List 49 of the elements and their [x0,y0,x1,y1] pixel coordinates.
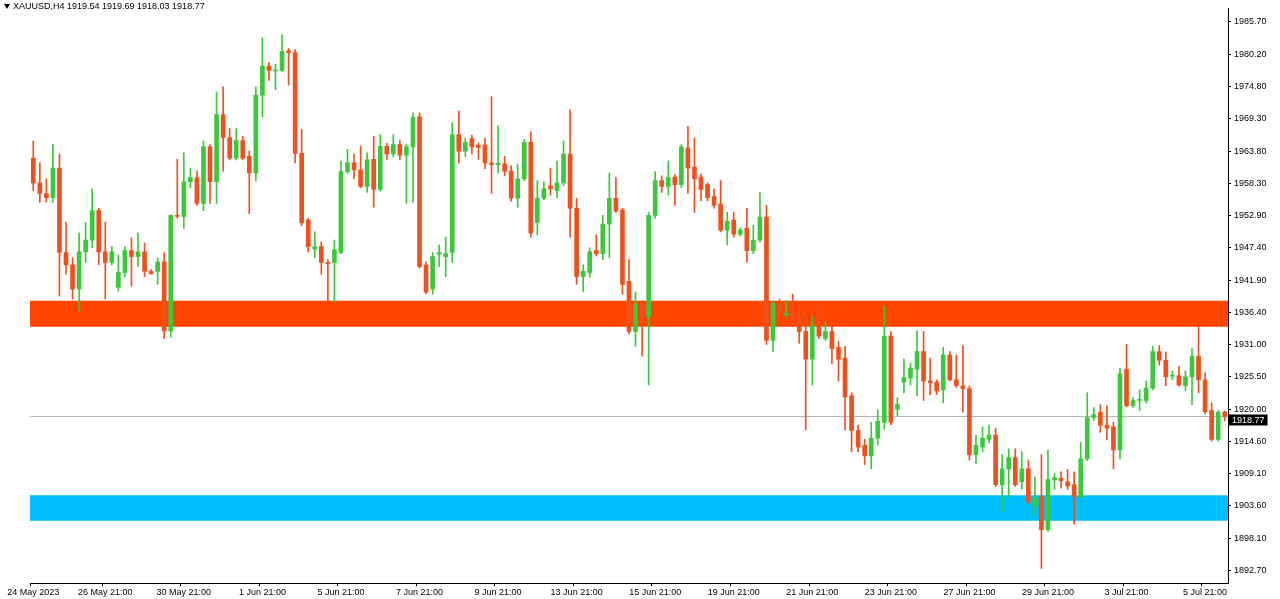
candlestick [593,234,599,257]
candlestick [312,231,318,259]
y-tick-label: 1969.30 [1234,113,1267,124]
candlestick [266,62,272,81]
y-tick-label: 1958.30 [1234,177,1267,188]
x-tick-label: 19 Jun 21:00 [707,587,760,598]
candlestick [443,236,449,277]
x-tick-label: 5 Jun 21:00 [317,587,365,598]
y-tick-label: 1974.80 [1234,80,1267,91]
x-tick-label: 30 May 21:00 [156,587,212,598]
x-tick-label: 1 Jun 21:00 [238,587,286,598]
x-tick-label: 21 Jun 21:00 [786,587,839,598]
x-tick-label: 9 Jun 21:00 [474,587,522,598]
x-tick-label: 15 Jun 21:00 [629,587,682,598]
y-tick-label: 1931.00 [1234,338,1267,349]
x-tick-label: 13 Jun 21:00 [550,587,603,598]
chart-title: XAUUSD,H4 1919.54 1919.69 1918.03 1918.77 [13,1,205,11]
candlestick [1071,471,1077,525]
y-tick-label: 1903.60 [1234,500,1267,511]
candlestick [672,174,678,206]
x-tick-label: 7 Jun 21:00 [395,587,444,598]
x-tick-label: 23 Jun 21:00 [864,587,917,598]
y-tick-label: 1936.40 [1234,307,1267,318]
y-tick-label: 1985.70 [1234,16,1267,27]
x-tick-label: 29 Jun 21:00 [1021,587,1074,598]
x-tick-label: 24 May 2023 [7,587,60,598]
ref-line-label: 1918.77 [1232,414,1265,425]
candlestick [953,354,959,388]
y-tick-label: 1941.90 [1234,274,1267,285]
y-tick-label: 1980.20 [1234,48,1267,59]
y-tick-label: 1963.80 [1234,145,1267,156]
y-tick-label: 1914.60 [1234,435,1267,446]
x-tick-label: 27 Jun 21:00 [943,587,996,598]
candlestick [102,222,108,300]
y-tick-label: 1909.10 [1234,468,1267,479]
x-tick-label: 3 Jul 21:00 [1104,587,1149,598]
y-tick-label: 1920.00 [1234,403,1267,414]
candlestick [1006,448,1012,497]
y-tick-label: 1898.10 [1234,532,1267,543]
x-tick-label: 5 Jul 21:00 [1183,587,1228,598]
candlestick [960,345,966,413]
y-tick-label: 1947.40 [1234,242,1267,253]
y-tick-label: 1925.50 [1234,371,1267,382]
x-tick-label: 26 May 21:00 [78,587,133,598]
candlestick [174,158,180,219]
y-tick-label: 1952.90 [1234,209,1267,220]
candlestick [436,244,442,267]
y-tick-label: 1892.70 [1234,564,1267,575]
candlestick [986,424,992,443]
